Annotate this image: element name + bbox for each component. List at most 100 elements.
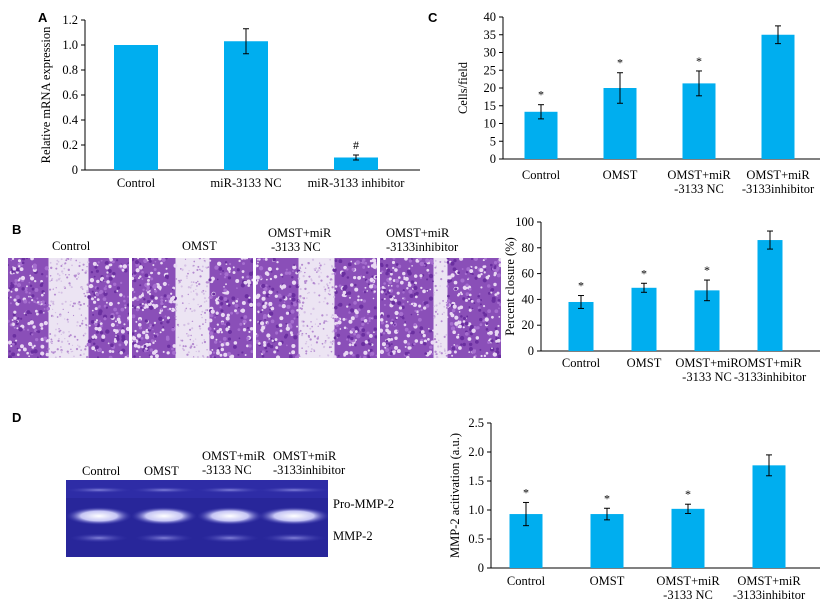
micro-label-nc-line2: -3133 NC [271,240,321,254]
panel-label-a: A [38,10,48,25]
significance-mark-B-2: * [704,263,710,277]
band-label-pro-mmp2: Pro-MMP-2 [333,497,395,511]
category-label-D-1: OMST [590,574,625,588]
y-tick-label-A: 0.8 [62,63,78,77]
y-tick-label-D: 0 [478,561,484,575]
significance-mark-C-2: * [696,54,702,68]
y-tick-label-A: 1.0 [62,38,78,52]
category-label-C-1: OMST [603,168,638,182]
y-tick-label-D: 2.5 [468,416,484,430]
lane-label-nc-line1: OMST+miR [202,449,266,463]
zymography-gel [66,480,328,557]
y-tick-label-A: 0.4 [62,113,78,127]
y-tick-label-C: 20 [484,81,497,95]
y-tick-label-A: 1.2 [62,13,78,27]
wound-healing-images [8,258,501,358]
category-label-D-3: -3133inhibitor [733,588,806,602]
bar-C-3 [761,34,795,159]
y-tick-label-C: 10 [484,117,497,131]
micro-label-nc-line1: OMST+miR [268,226,332,240]
y-tick-label-C: 40 [484,10,497,24]
y-axis-label-D: MMP-2 acitivation (a.u.) [448,433,462,558]
category-label-B-2: -3133 NC [682,370,732,384]
micrograph-omst [132,258,253,358]
lane-label-nc-line2: -3133 NC [202,463,252,477]
gel-bands [66,480,328,557]
significance-mark-C-1: * [617,56,623,70]
bar-B-1 [631,287,657,351]
category-label-B-1: OMST [627,356,662,370]
category-label-C-2: -3133 NC [674,182,724,196]
category-label-B-2: OMST+miR [675,356,739,370]
y-tick-label-C: 25 [484,63,497,77]
micrograph-nc [256,258,377,358]
category-label-A-0: Control [117,176,156,190]
category-label-D-2: OMST+miR [656,574,720,588]
y-tick-label-B: 20 [522,318,535,332]
y-tick-label-D: 1.0 [468,503,484,517]
bar-D-3 [752,465,786,568]
y-tick-label-B: 100 [515,215,534,229]
significance-mark-A-2: # [353,138,359,152]
micro-label-control: Control [52,239,91,253]
lane-label-control: Control [82,464,121,478]
bar-D-1 [590,514,624,568]
category-label-B-0: Control [562,356,601,370]
bar-C-0 [524,111,558,159]
y-tick-label-B: 60 [522,267,535,281]
y-tick-label-B: 0 [528,344,534,358]
y-tick-label-C: 15 [484,99,497,113]
y-tick-label-C: 35 [484,28,497,42]
micro-label-omst: OMST [182,239,217,253]
bar-B-0 [568,301,594,351]
category-label-C-3: OMST+miR [746,168,810,182]
category-label-D-3: OMST+miR [737,574,801,588]
y-tick-label-A: 0.2 [62,138,78,152]
panel-label-d: D [12,410,22,425]
bar-B-3 [757,240,783,351]
significance-mark-C-0: * [538,88,544,102]
y-tick-label-D: 2.0 [468,445,484,459]
panel-label-b: B [12,222,22,237]
y-tick-label-B: 80 [522,241,535,255]
micro-label-inhibitor-line1: OMST+miR [386,226,450,240]
y-tick-label-A: 0.6 [62,88,78,102]
significance-mark-D-1: * [604,491,610,505]
lane-label-inhibitor: OMST+miR -3133inhibitor [273,449,345,477]
category-label-D-0: Control [507,574,546,588]
micro-label-inhibitor-line2: -3133inhibitor [386,240,459,254]
y-tick-label-B: 40 [522,292,535,306]
band-label-mmp2: MMP-2 [333,529,373,543]
lane-label-nc: OMST+miR -3133 NC [202,449,265,477]
y-axis-label-C: Cells/field [456,61,470,114]
y-tick-label-C: 30 [484,46,497,60]
category-label-A-1: miR-3133 NC [210,176,281,190]
category-label-C-0: Control [522,168,561,182]
bar-A-2 [334,157,378,170]
category-label-D-2: -3133 NC [663,588,713,602]
lane-label-inhibitor-line2: -3133inhibitor [273,463,346,477]
category-label-B-3: OMST+miR [738,356,802,370]
y-tick-label-C: 5 [490,134,496,148]
micro-label-inhibitor: OMST+miR -3133inhibitor [386,226,458,254]
bar-D-2 [671,508,705,568]
y-tick-label-D: 1.5 [468,474,484,488]
lane-label-inhibitor-line1: OMST+miR [273,449,337,463]
micrograph-control [8,258,129,358]
panel-label-c: C [428,10,438,25]
micro-label-nc: OMST+miR -3133 NC [268,226,331,254]
y-tick-label-C: 0 [490,152,496,166]
category-label-A-2: miR-3133 inhibitor [308,176,406,190]
y-axis-label-B: Percent closure (%) [503,237,517,336]
significance-mark-D-0: * [523,485,529,499]
category-label-C-3: -3133inhibitor [742,182,815,196]
category-label-C-2: OMST+miR [667,168,731,182]
significance-mark-B-0: * [578,279,584,293]
bar-A-0 [114,45,158,170]
micrograph-inhibitor [380,258,501,358]
bar-A-1 [224,41,268,170]
